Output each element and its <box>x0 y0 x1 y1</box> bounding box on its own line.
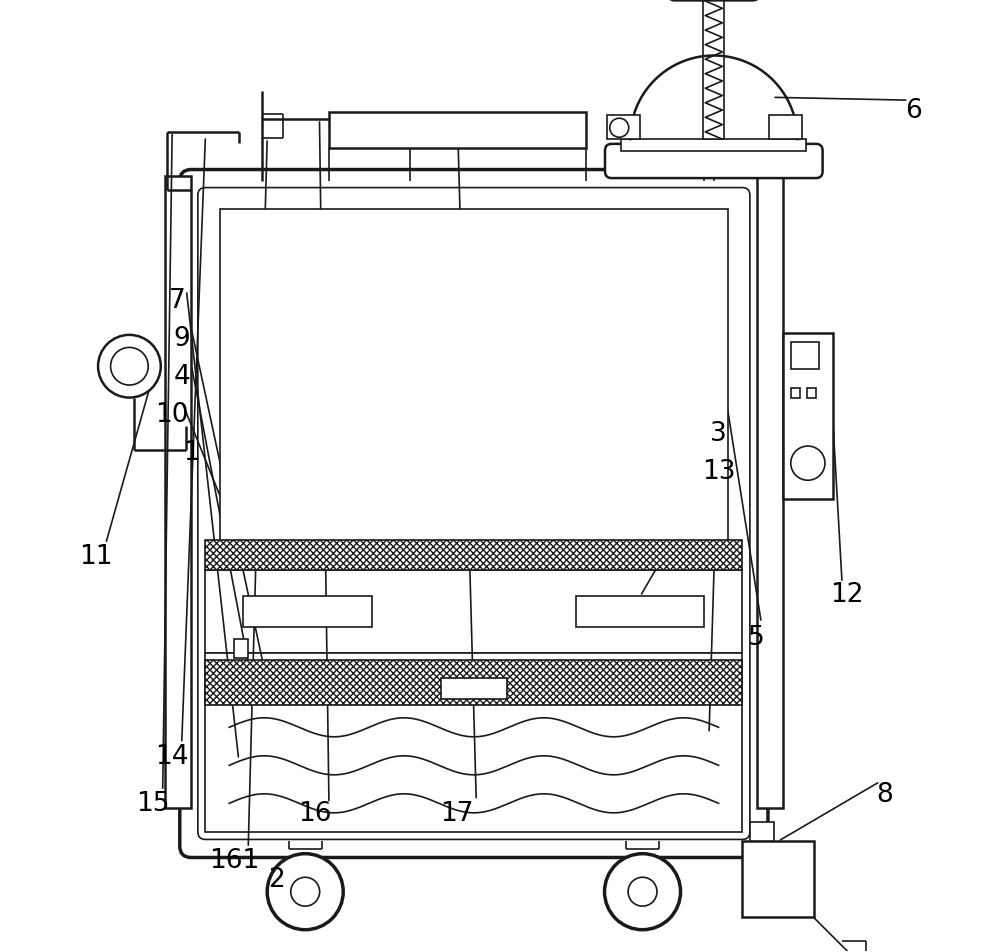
Bar <box>742 842 814 918</box>
Circle shape <box>628 878 657 906</box>
Circle shape <box>111 348 148 386</box>
Bar <box>757 177 783 808</box>
Circle shape <box>267 854 343 930</box>
Text: 13: 13 <box>702 458 735 485</box>
Text: 10: 10 <box>155 402 189 427</box>
FancyBboxPatch shape <box>605 145 823 179</box>
Bar <box>703 0 724 140</box>
FancyBboxPatch shape <box>180 170 768 858</box>
Text: 11: 11 <box>79 544 113 569</box>
FancyBboxPatch shape <box>668 0 759 1</box>
Bar <box>576 597 704 627</box>
Bar <box>791 388 800 398</box>
Bar <box>807 388 816 398</box>
Bar <box>234 639 248 658</box>
Text: 1: 1 <box>183 439 200 466</box>
Bar <box>205 653 742 832</box>
Bar <box>769 116 802 140</box>
Text: 15: 15 <box>136 790 170 817</box>
Text: 5: 5 <box>748 625 765 650</box>
Bar <box>220 210 728 554</box>
Bar <box>165 177 191 808</box>
Bar <box>621 140 806 151</box>
Circle shape <box>610 119 629 138</box>
Bar <box>329 112 586 149</box>
Text: 9: 9 <box>173 326 190 351</box>
Text: 14: 14 <box>155 743 189 769</box>
Text: 7: 7 <box>169 288 185 313</box>
Text: 16: 16 <box>298 800 331 826</box>
Text: 2: 2 <box>268 866 285 892</box>
Bar <box>205 540 742 570</box>
Circle shape <box>791 446 825 481</box>
Bar <box>243 597 372 627</box>
Text: 8: 8 <box>876 781 893 807</box>
Text: 17: 17 <box>440 800 474 826</box>
Text: 4: 4 <box>173 364 190 389</box>
Bar <box>607 116 640 140</box>
Bar <box>783 333 833 500</box>
Circle shape <box>605 854 681 930</box>
Text: 6: 6 <box>905 97 922 124</box>
Text: 3: 3 <box>710 420 727 446</box>
Circle shape <box>98 335 161 398</box>
Bar <box>205 660 742 705</box>
Bar <box>441 678 507 699</box>
Bar <box>205 570 742 653</box>
Bar <box>750 823 774 842</box>
Circle shape <box>291 878 320 906</box>
Bar <box>791 343 819 369</box>
Text: 161: 161 <box>209 847 259 873</box>
Text: 12: 12 <box>830 582 864 607</box>
